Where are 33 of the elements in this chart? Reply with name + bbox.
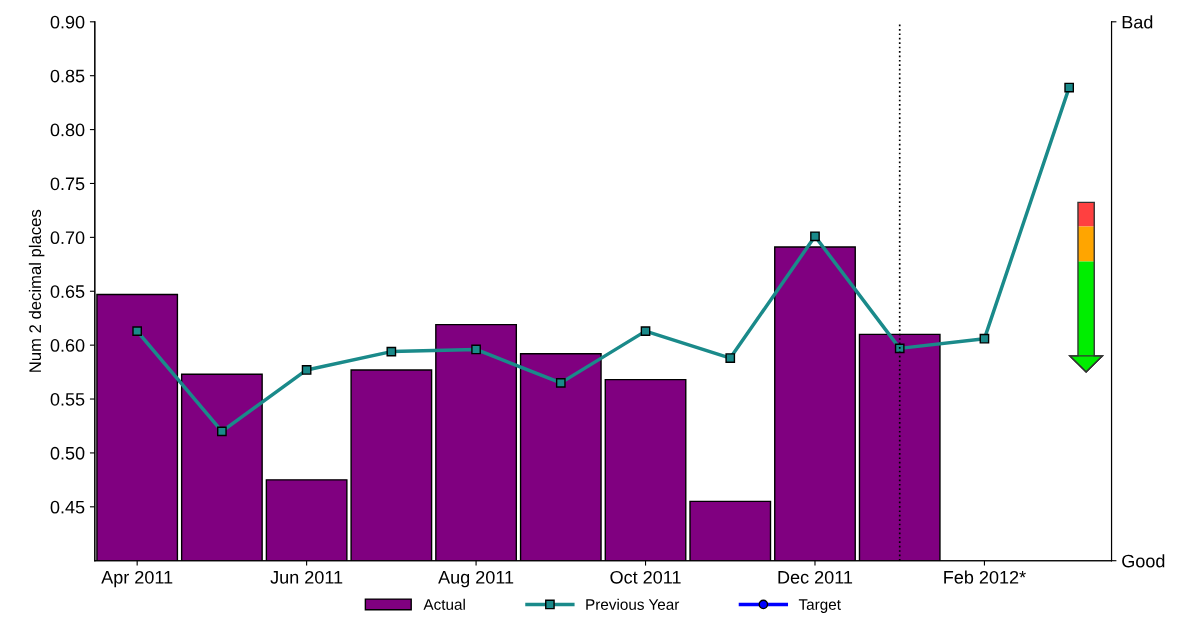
legend-label: Actual xyxy=(423,598,465,610)
y-tick-label: 0.65 xyxy=(50,285,85,298)
point xyxy=(640,326,651,336)
y-tick-label: 0.80 xyxy=(50,123,85,137)
y-tick-label: 0.45 xyxy=(50,500,85,514)
legend-label: Previous Year xyxy=(586,598,680,610)
text: Bad xyxy=(1122,15,1153,29)
y-tick-label: 0.50 xyxy=(50,446,85,460)
point xyxy=(810,231,820,242)
y-tick-label: 0.70 xyxy=(50,231,85,245)
point xyxy=(386,346,397,357)
point xyxy=(217,426,227,437)
y-axis-title: Num 2 decimal places xyxy=(28,209,45,372)
point xyxy=(725,353,736,363)
y-tick-label: 0.85 xyxy=(50,69,85,83)
point xyxy=(301,365,312,375)
x-tick-label: Aug 2011 xyxy=(438,570,514,588)
x-tick-label: Jun 2011 xyxy=(270,570,343,584)
legend-label: Target xyxy=(798,599,841,613)
x-tick-label: Apr 2011 xyxy=(101,570,173,588)
y-tick-label: 0.75 xyxy=(50,177,85,191)
point xyxy=(471,344,481,355)
point xyxy=(132,326,143,336)
text: Good xyxy=(1122,554,1165,568)
x-tick-label: Feb 2012* xyxy=(944,570,1026,584)
x-tick-label: Dec 2011 xyxy=(778,570,853,584)
point xyxy=(979,333,990,344)
point xyxy=(1064,82,1075,93)
y-tick-label: 0.60 xyxy=(50,339,85,352)
x-tick-label: Oct 2011 xyxy=(610,570,681,584)
y-tick-label: 0.55 xyxy=(50,392,85,406)
y-tick-label: 0.90 xyxy=(50,15,85,29)
point xyxy=(555,378,566,388)
